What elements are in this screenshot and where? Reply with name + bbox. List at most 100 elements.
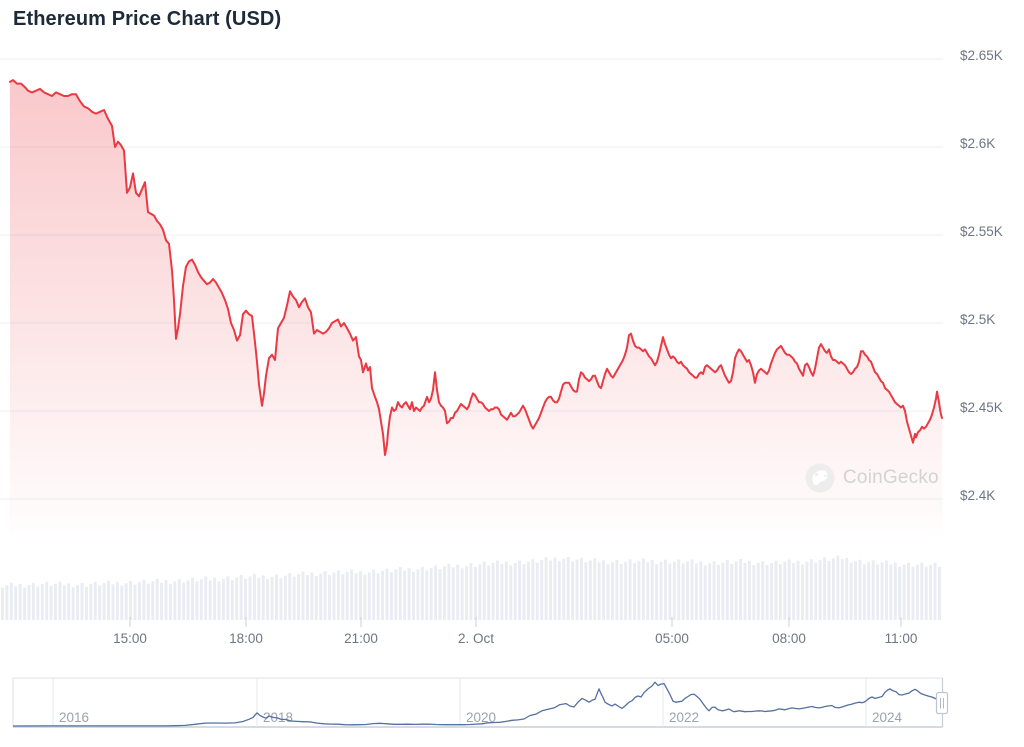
volume-bar <box>336 570 340 620</box>
volume-bar <box>646 562 650 620</box>
volume-bar <box>394 569 398 620</box>
volume-bar <box>204 576 208 620</box>
y-axis-tick-label: $2.5K <box>960 312 995 327</box>
volume-bar <box>62 585 66 620</box>
volume-bar <box>871 560 875 620</box>
volume-bar <box>199 579 203 620</box>
y-axis-tick-label: $2.55K <box>960 224 1003 239</box>
volume-bar <box>208 580 212 620</box>
volume-bar <box>407 568 411 620</box>
volume-bar <box>350 569 354 620</box>
volume-bar <box>840 559 844 620</box>
volume-bar <box>261 575 265 620</box>
volume-bar <box>120 585 124 620</box>
volume-bar <box>809 559 813 620</box>
volume-bar <box>756 563 760 620</box>
volume-bar <box>389 572 393 620</box>
y-axis-tick-label: $2.4K <box>960 488 995 503</box>
volume-bar <box>323 571 327 620</box>
volume-bar <box>129 580 133 620</box>
volume-bar <box>624 561 628 620</box>
navigator-handle[interactable] <box>935 691 949 715</box>
volume-bar <box>76 585 80 620</box>
volume-bar <box>504 561 508 620</box>
volume-bar <box>650 560 654 620</box>
volume-bar <box>102 583 106 620</box>
volume-bar <box>239 575 243 620</box>
volume-bar <box>496 560 499 620</box>
volume-bar <box>792 563 796 620</box>
volume-bar <box>491 562 495 620</box>
volume-bar <box>248 576 252 620</box>
plot-area-overlay[interactable] <box>0 40 943 533</box>
volume-bar <box>447 563 451 620</box>
volume-bar <box>730 563 734 620</box>
navigator-series-line <box>12 681 943 727</box>
volume-bar <box>398 567 402 620</box>
volume-bar <box>549 560 552 620</box>
volume-bar <box>602 560 606 620</box>
volume-bar <box>823 557 827 620</box>
volume-bar <box>708 563 712 620</box>
volume-bar <box>876 564 880 620</box>
volume-bar <box>734 561 738 620</box>
range-navigator[interactable]: 2016 2018 2020 2022 2024 <box>12 677 944 728</box>
volume-bar <box>668 563 672 620</box>
volume-bar <box>160 582 164 620</box>
volume-bar <box>283 575 287 620</box>
volume-bar <box>412 571 415 620</box>
navigator-year-label: 2020 <box>466 710 496 725</box>
volume-bar <box>765 565 769 620</box>
volume-bar <box>27 585 31 620</box>
volume-bar <box>67 583 71 620</box>
navigator-handle-body <box>935 691 949 715</box>
volume-bar <box>465 565 468 620</box>
volume-bar <box>681 563 685 620</box>
volume-bar <box>677 559 681 620</box>
navigator-year-label: 2016 <box>59 710 89 725</box>
volume-bar <box>721 562 725 620</box>
volume-bar <box>191 577 194 620</box>
volume-bar <box>867 562 871 620</box>
volume-bar <box>739 559 743 620</box>
volume-bar <box>244 578 247 620</box>
volume-bar <box>252 574 256 620</box>
volume-bar <box>522 564 526 620</box>
volume-bar <box>862 564 866 620</box>
volume-bar <box>619 563 623 620</box>
volume-bar <box>575 559 579 620</box>
volume-bar <box>142 579 146 620</box>
volume-bar <box>332 572 336 620</box>
volume-bar <box>9 582 13 620</box>
volume-bar <box>593 558 597 620</box>
volume-bar <box>836 555 840 620</box>
volume-bar <box>664 559 667 620</box>
volume-bar <box>610 562 614 620</box>
volume-bar <box>770 563 773 620</box>
volume-bar <box>831 558 835 620</box>
volume-bar <box>5 585 9 620</box>
volume-bar <box>858 559 862 620</box>
volume-bar <box>672 561 676 620</box>
volume-bar <box>230 580 234 620</box>
volume-bar <box>443 566 446 620</box>
volume-bar <box>526 561 530 620</box>
x-axis-tick-label: 08:00 <box>772 631 806 646</box>
volume-bar <box>138 582 141 620</box>
x-axis-labels: 15:00 18:00 21:00 2. Oct 05:00 08:00 11:00 <box>113 631 917 646</box>
volume-bar <box>89 584 93 620</box>
volume-bar <box>98 585 102 620</box>
volume-bar <box>58 581 62 620</box>
volume-bar <box>376 573 380 620</box>
volume-bar <box>898 566 902 620</box>
volume-bar <box>487 565 491 620</box>
volume-bar <box>279 578 283 620</box>
volume-bar <box>460 568 464 620</box>
volume-bar <box>328 575 331 620</box>
volume-bar <box>801 564 804 620</box>
volume-bar <box>235 577 239 620</box>
volume-bar <box>929 564 933 620</box>
volume-bar <box>133 584 137 620</box>
x-axis-tick-label: 2. Oct <box>458 631 494 646</box>
